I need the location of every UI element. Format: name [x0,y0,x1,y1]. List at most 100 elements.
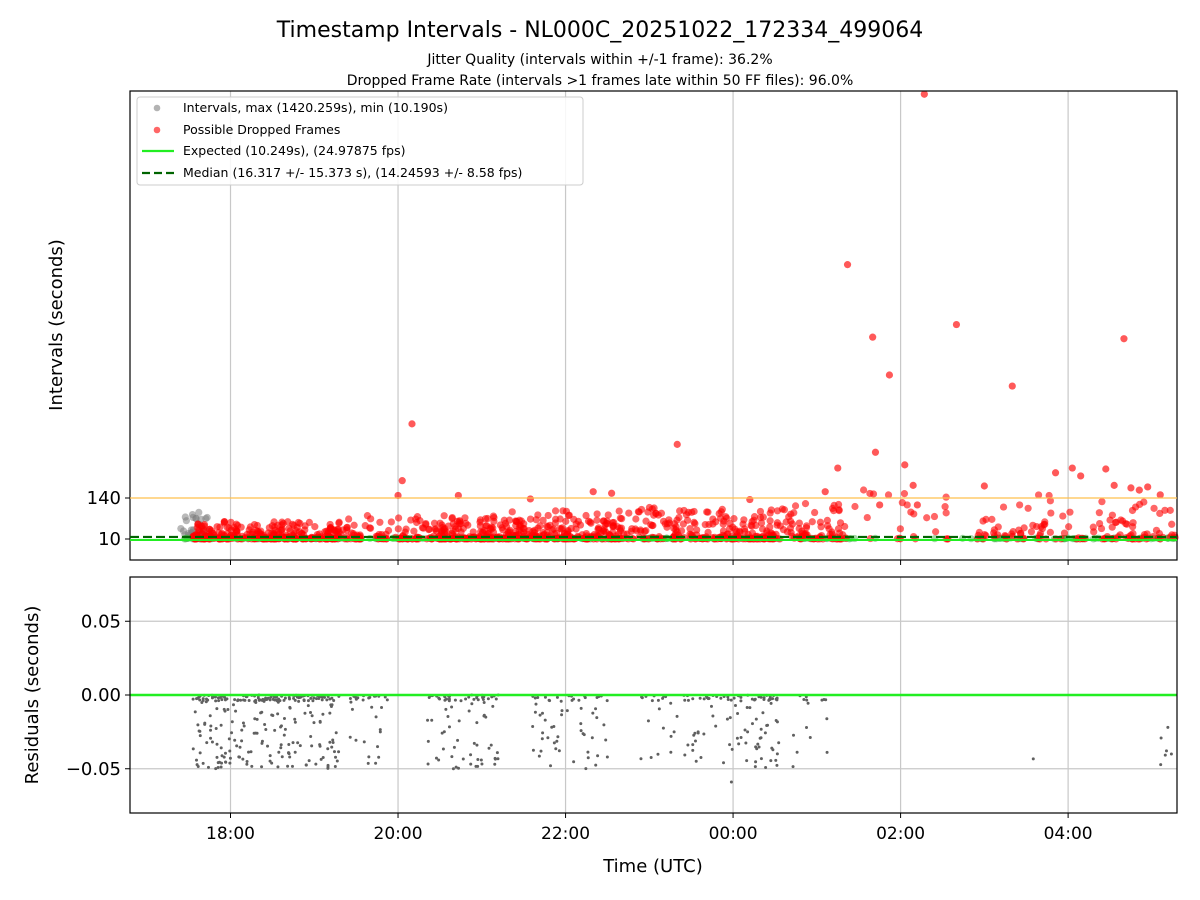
residual-point [249,750,253,754]
residual-point [709,704,713,708]
residual-point [194,758,198,762]
residual-point [767,698,771,702]
residual-point [728,716,732,720]
residual-point [318,719,322,723]
dropped-frame-point [550,530,559,538]
residual-point [216,761,220,765]
dropped-frame-point [1047,509,1055,517]
dropped-frame-point [767,506,775,514]
residual-point [825,717,829,721]
residual-point [283,696,287,700]
residual-point [233,698,237,702]
dropped-frame-point [1127,484,1135,492]
dropped-frame-point [349,529,358,538]
residual-point [206,765,210,769]
dropped-frame-point [536,522,544,530]
residual-point [560,713,564,717]
residual-point [219,746,223,750]
residual-point [470,702,474,706]
residual-point [378,730,382,734]
residual-point [806,701,810,705]
dropped-frame-point [1106,516,1114,524]
residual-point [198,698,202,702]
residual-point [554,747,558,751]
dropped-frame-point [496,521,504,529]
residual-point [476,698,480,702]
residual-point [282,698,286,702]
residual-point [332,750,336,754]
dropped-frame-point [562,517,570,525]
dropped-frame-point [757,519,766,527]
dropped-frame-point [604,511,612,519]
dropped-frame-point [1068,464,1076,472]
residual-point [264,696,268,700]
residual-point [263,722,267,726]
residual-point [291,741,295,745]
dropped-frame-point [343,523,351,531]
residual-point [795,750,799,754]
dropped-frame-point [863,513,871,522]
intervals-frame [129,90,1178,561]
dropped-frame-point [305,518,313,527]
residual-point [549,764,553,768]
residual-point [669,750,673,754]
residual-point [331,738,335,742]
residual-point [493,757,497,761]
residual-point [1169,752,1173,756]
legend-intervals-marker [153,104,161,112]
residual-point [320,698,324,702]
residual-point [242,724,246,728]
residual-point [533,696,537,700]
residual-point [240,728,244,732]
residual-point [217,699,221,703]
dropped-frame-point [1166,506,1174,514]
dropped-frame-point [331,529,339,537]
residual-point [269,695,273,699]
residual-point [361,698,365,702]
residual-point [286,764,290,768]
dropped-frame-point [1065,523,1073,531]
residual-point [491,704,495,708]
dropped-frame-point [657,509,666,517]
dropped-frame-point [627,527,635,536]
residual-point [691,743,695,747]
residual-point [732,696,736,700]
residual-point [457,719,461,723]
residual-point [292,696,296,700]
residual-point [227,737,231,741]
residual-point [639,757,643,761]
residual-point [214,727,218,731]
residual-point [552,741,556,745]
dropped-frame-point [1027,528,1036,536]
residual-point [366,761,370,765]
dropped-frame-point [851,502,859,511]
residual-point [581,732,585,736]
residual-point [748,706,752,710]
residual-point [205,741,209,745]
dropped-frame-point [790,509,798,517]
residual-point [602,723,606,727]
residual-point [537,754,541,758]
dropped-frame-point [913,501,921,509]
residual-point [594,707,598,711]
residual-point [770,746,774,750]
residual-point [451,767,455,771]
residual-point [456,766,460,770]
residual-point [319,757,323,761]
dropped-frame-point [395,514,403,522]
dropped-frame-point [556,515,564,523]
residual-point [241,757,245,761]
residual-point [238,745,242,749]
residual-point [331,741,335,745]
residual-point [245,762,249,766]
residual-point [198,729,202,733]
residual-point [475,743,479,747]
residual-point [440,731,444,735]
residual-point [754,760,758,764]
residual-point [219,765,223,769]
residual-point [487,746,491,750]
residual-point [534,702,538,706]
residual-point [555,739,559,743]
dropped-frame-point [442,528,451,536]
dropped-frame-point [1122,520,1130,528]
